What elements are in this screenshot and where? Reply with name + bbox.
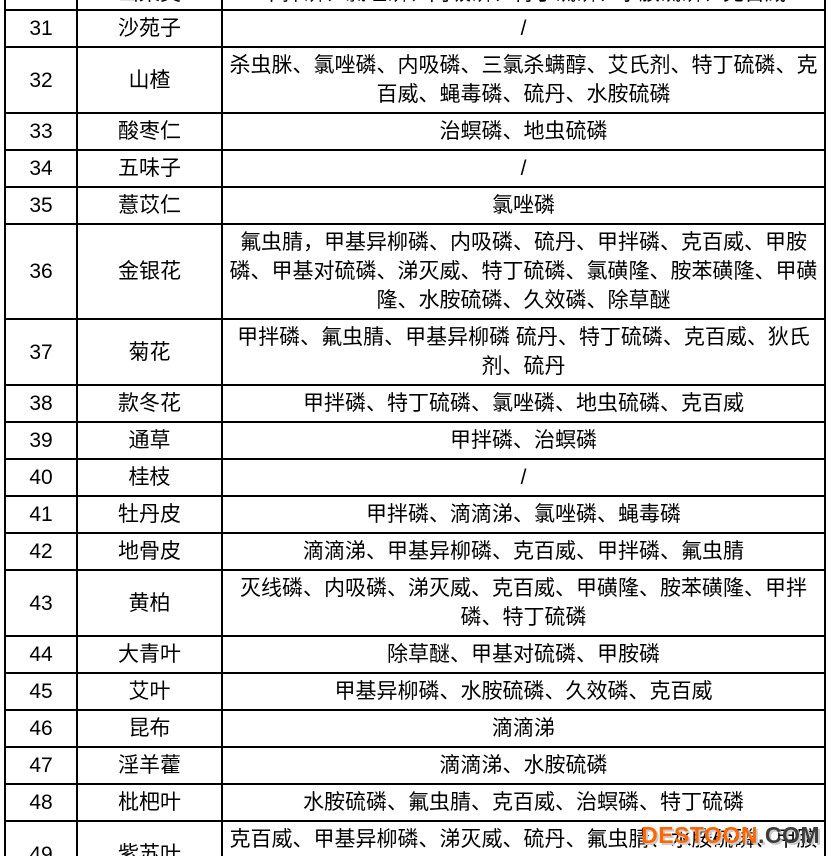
row-number-cell: 49 — [4, 820, 78, 856]
herb-name-cell: 金银花 — [76, 223, 223, 320]
herb-name-cell: 酸枣仁 — [76, 112, 223, 151]
pesticide-list-cell: 治螟磷、地虫硫磷 — [221, 112, 826, 151]
row-number-cell: 47 — [4, 746, 78, 785]
herb-name-cell: 薏苡仁 — [76, 186, 223, 225]
pesticide-list-cell: 甲拌磷、氟虫腈、甲基异柳磷 硫丹、特丁硫磷、克百威、狄氏剂、硫丹 — [221, 318, 826, 386]
table-row: 34 五味子 / — [4, 149, 826, 188]
table-row: 31 沙苑子 / — [4, 9, 826, 48]
table-row: 43 黄柏 灭线磷、内吸磷、涕灭威、克百威、甲磺隆、胺苯磺隆、甲拌磷、特丁硫磷 — [4, 569, 826, 637]
row-number-cell: 35 — [4, 186, 78, 225]
row-number-cell: 39 — [4, 421, 78, 460]
herb-name-cell: 菊花 — [76, 318, 223, 386]
table-row: 45 艾叶 甲基异柳磷、水胺硫磷、久效磷、克百威 — [4, 672, 826, 711]
herb-name-cell: 山茱萸 — [76, 0, 223, 11]
row-number-cell: 31 — [4, 9, 78, 48]
table-row: 42 地骨皮 滴滴涕、甲基异柳磷、克百威、甲拌磷、氟虫腈 — [4, 532, 826, 571]
herb-name-cell: 淫羊藿 — [76, 746, 223, 785]
table-row: 41 牡丹皮 甲拌磷、滴滴涕、氯唑磷、蝇毒磷 — [4, 495, 826, 534]
herb-name-cell: 牡丹皮 — [76, 495, 223, 534]
clipped-text: 甲拌磷、氯唑磷、内吸磷、特丁硫磷、水胺硫磷、克百威 — [227, 0, 820, 9]
herb-name-cell: 通草 — [76, 421, 223, 460]
table-row: 33 酸枣仁 治螟磷、地虫硫磷 — [4, 112, 826, 151]
herb-name-cell: 款冬花 — [76, 384, 223, 423]
pesticide-list-cell: 滴滴涕、水胺硫磷 — [221, 746, 826, 785]
pesticide-list-cell: / — [221, 149, 826, 188]
table-row: 46 昆布 滴滴涕 — [4, 709, 826, 748]
row-number-cell: 37 — [4, 318, 78, 386]
clipped-text — [10, 0, 72, 9]
herb-name-cell: 枇杷叶 — [76, 783, 223, 822]
herb-name-cell: 黄柏 — [76, 569, 223, 637]
row-number-cell: 34 — [4, 149, 78, 188]
table-row: 37 菊花 甲拌磷、氟虫腈、甲基异柳磷 硫丹、特丁硫磷、克百威、狄氏剂、硫丹 — [4, 318, 826, 386]
table-row: 35 薏苡仁 氯唑磷 — [4, 186, 826, 225]
partial-top-row: 山茱萸 甲拌磷、氯唑磷、内吸磷、特丁硫磷、水胺硫磷、克百威 — [4, 0, 826, 11]
pesticide-list-cell: 甲拌磷、特丁硫磷、氯唑磷、地虫硫磷、克百威 — [221, 384, 826, 423]
herb-name-cell: 桂枝 — [76, 458, 223, 497]
table-row: 36 金银花 氟虫腈，甲基异柳磷、内吸磷、硫丹、甲拌磷、克百威、甲胺磷、甲基对硫… — [4, 223, 826, 320]
herb-name-cell: 艾叶 — [76, 672, 223, 711]
row-number-cell: 48 — [4, 783, 78, 822]
pesticide-list-cell: 水胺硫磷、氟虫腈、克百威、治螟磷、特丁硫磷 — [221, 783, 826, 822]
row-number-cell: 40 — [4, 458, 78, 497]
table-row: 40 桂枝 / — [4, 458, 826, 497]
pesticide-list-cell: 甲基异柳磷、水胺硫磷、久效磷、克百威 — [221, 672, 826, 711]
herb-name-cell: 山楂 — [76, 46, 223, 114]
watermark-brand-text: DESTOON — [641, 822, 758, 848]
pesticide-list-cell: 灭线磷、内吸磷、涕灭威、克百威、甲磺隆、胺苯磺隆、甲拌磷、特丁硫磷 — [221, 569, 826, 637]
pesticide-list-cell: / — [221, 458, 826, 497]
herb-name-cell: 五味子 — [76, 149, 223, 188]
herb-name-cell: 紫苏叶 — [76, 820, 223, 856]
row-number-cell: 45 — [4, 672, 78, 711]
table-row: 48 枇杷叶 水胺硫磷、氟虫腈、克百威、治螟磷、特丁硫磷 — [4, 783, 826, 822]
pesticide-list-cell: 氟虫腈，甲基异柳磷、内吸磷、硫丹、甲拌磷、克百威、甲胺磷、甲基对硫磷、涕灭威、特… — [221, 223, 826, 320]
row-number-cell: 42 — [4, 532, 78, 571]
row-number-cell: 46 — [4, 709, 78, 748]
herb-name-cell: 大青叶 — [76, 635, 223, 674]
table-body: 山茱萸 甲拌磷、氯唑磷、内吸磷、特丁硫磷、水胺硫磷、克百威 31 沙苑子 / 3… — [4, 0, 826, 856]
pesticide-list-cell: 甲拌磷、氯唑磷、内吸磷、特丁硫磷、水胺硫磷、克百威 — [221, 0, 826, 11]
row-number-cell: 44 — [4, 635, 78, 674]
pesticide-list-cell: 克百威、甲基异柳磷、涕灭威、硫丹、氟虫腈、水胺硫磷、甲胺磷、甲拌磷 — [221, 820, 826, 856]
table-row: 47 淫羊藿 滴滴涕、水胺硫磷 — [4, 746, 826, 785]
herb-name-cell: 地骨皮 — [76, 532, 223, 571]
pesticide-list-cell: 杀虫脒、氯唑磷、内吸磷、三氯杀螨醇、艾氏剂、特丁硫磷、克百威、蝇毒磷、硫丹、水胺… — [221, 46, 826, 114]
row-number-cell — [4, 0, 78, 11]
table-row: 38 款冬花 甲拌磷、特丁硫磷、氯唑磷、地虫硫磷、克百威 — [4, 384, 826, 423]
herb-name-cell: 沙苑子 — [76, 9, 223, 48]
row-number-cell: 33 — [4, 112, 78, 151]
row-number-cell: 32 — [4, 46, 78, 114]
watermark: DESTOON.COM — [641, 822, 820, 849]
pesticide-list-cell: 氯唑磷 — [221, 186, 826, 225]
table-row: 39 通草 甲拌磷、治螟磷 — [4, 421, 826, 460]
pesticide-list-cell: / — [221, 9, 826, 48]
pesticide-list-cell: 除草醚、甲基对硫磷、甲胺磷 — [221, 635, 826, 674]
row-number-cell: 36 — [4, 223, 78, 320]
watermark-suffix-text: .COM — [757, 822, 820, 848]
herb-pesticide-table: 山茱萸 甲拌磷、氯唑磷、内吸磷、特丁硫磷、水胺硫磷、克百威 31 沙苑子 / 3… — [4, 0, 826, 856]
clipped-text: 山茱萸 — [82, 0, 217, 9]
row-number-cell: 38 — [4, 384, 78, 423]
table-row: 44 大青叶 除草醚、甲基对硫磷、甲胺磷 — [4, 635, 826, 674]
pesticide-list-cell: 滴滴涕、甲基异柳磷、克百威、甲拌磷、氟虫腈 — [221, 532, 826, 571]
herb-name-cell: 昆布 — [76, 709, 223, 748]
pesticide-list-cell: 滴滴涕 — [221, 709, 826, 748]
row-number-cell: 43 — [4, 569, 78, 637]
pesticide-list-cell: 甲拌磷、治螟磷 — [221, 421, 826, 460]
table-row: 49 紫苏叶 克百威、甲基异柳磷、涕灭威、硫丹、氟虫腈、水胺硫磷、甲胺磷、甲拌磷 — [4, 820, 826, 856]
table-row: 32 山楂 杀虫脒、氯唑磷、内吸磷、三氯杀螨醇、艾氏剂、特丁硫磷、克百威、蝇毒磷… — [4, 46, 826, 114]
pesticide-list-cell: 甲拌磷、滴滴涕、氯唑磷、蝇毒磷 — [221, 495, 826, 534]
row-number-cell: 41 — [4, 495, 78, 534]
